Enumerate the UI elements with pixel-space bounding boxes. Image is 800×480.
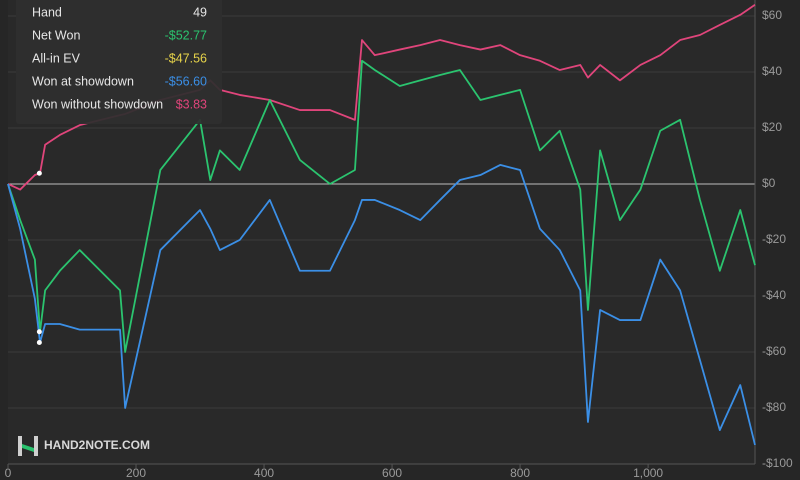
tooltip-label: Won without showdown	[32, 97, 163, 111]
tooltip-label: All-in EV	[32, 51, 81, 65]
logo-icon	[34, 436, 38, 456]
series-line	[7, 164, 756, 446]
y-tick-label: -$100	[762, 456, 793, 470]
hover-marker	[36, 329, 42, 335]
y-tick-label: $0	[762, 176, 776, 190]
y-tick-label: -$60	[762, 344, 786, 358]
hover-marker	[36, 170, 42, 176]
tooltip-box	[16, 0, 222, 124]
y-tick-label: $20	[762, 120, 782, 134]
x-tick-label: 800	[510, 466, 530, 480]
x-tick-label: 400	[254, 466, 274, 480]
logo: HAND2NOTE.COM	[18, 436, 150, 456]
watermark: HAND2NOTE.COM	[44, 438, 150, 452]
x-tick-label: 0	[5, 466, 12, 480]
y-tick-label: $60	[762, 8, 782, 22]
y-tick-label: $40	[762, 64, 782, 78]
tooltip: Hand 49 Net Won -$52.77 All-in EV -$47.56 Wo…	[16, 0, 222, 124]
tooltip-value: $3.83	[176, 97, 207, 111]
tooltip-value: -$56.60	[165, 74, 207, 88]
series-line	[7, 59, 756, 353]
logo-icon	[22, 444, 34, 452]
y-tick-label: -$20	[762, 232, 786, 246]
tooltip-label: Net Won	[32, 28, 80, 42]
x-tick-label: 1,000	[633, 466, 663, 480]
x-tick-label: 600	[382, 466, 402, 480]
x-tick-label: 200	[126, 466, 146, 480]
y-tick-label: -$40	[762, 288, 786, 302]
logo-icon	[18, 436, 22, 456]
tooltip-value: 49	[193, 5, 207, 19]
tooltip-value: -$52.77	[165, 28, 207, 42]
hover-marker	[36, 339, 42, 345]
tooltip-label: Won at showdown	[32, 74, 134, 88]
y-tick-label: -$80	[762, 400, 786, 414]
tooltip-value: -$47.56	[165, 51, 207, 65]
tooltip-label: Hand	[32, 5, 62, 19]
